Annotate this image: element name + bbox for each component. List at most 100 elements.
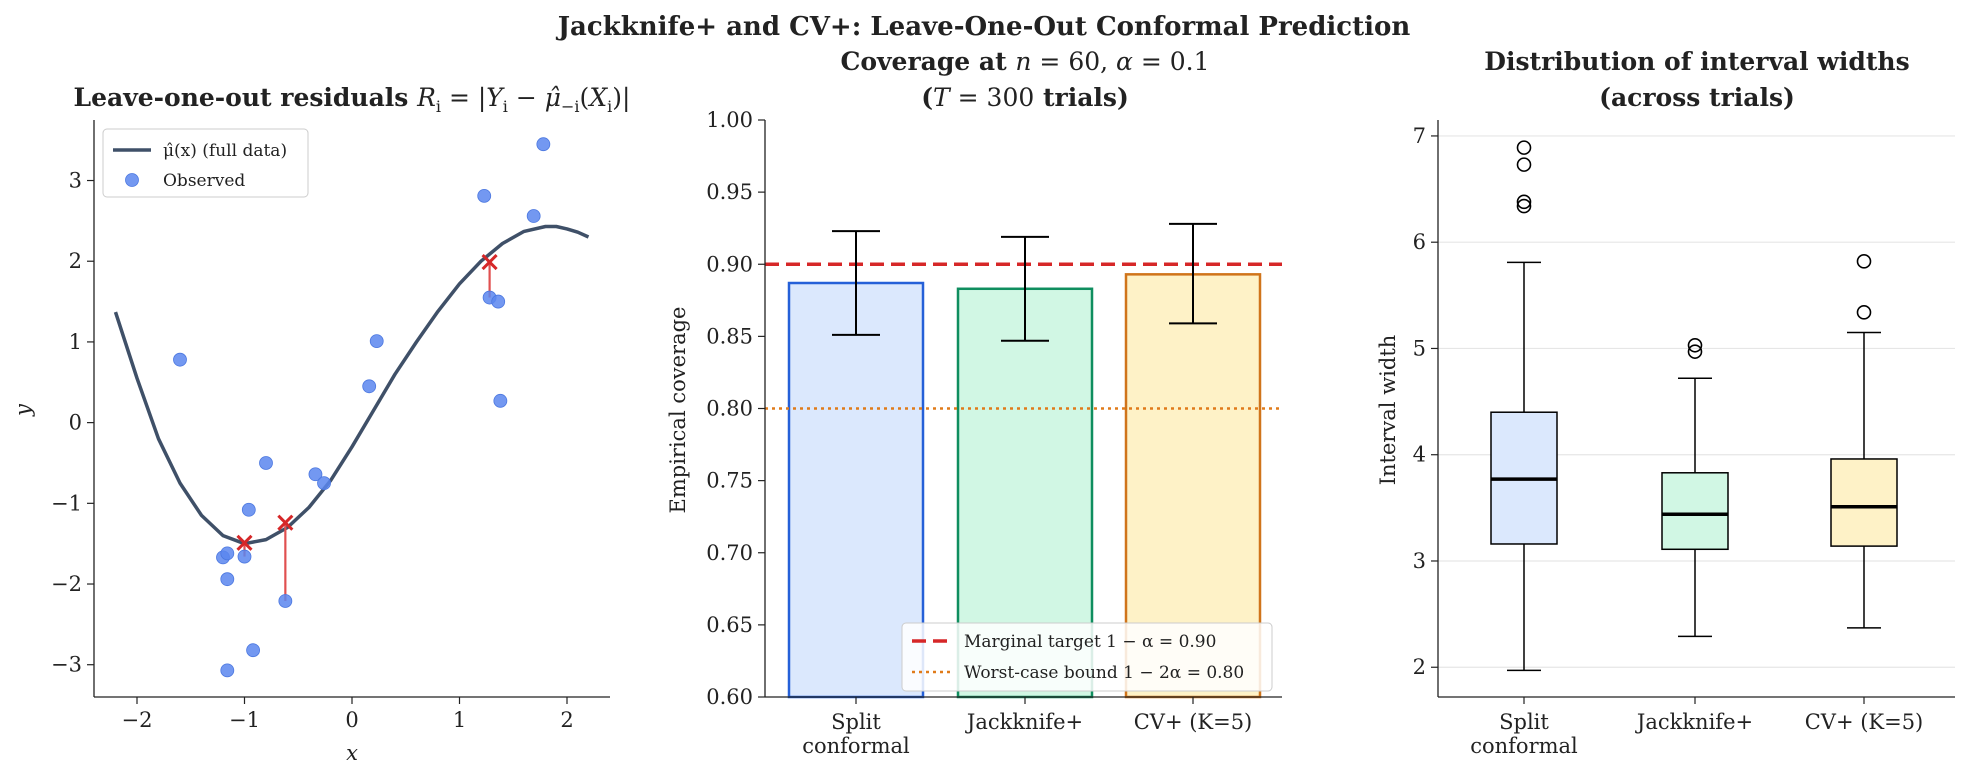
residuals-y-tick-label: 2 (69, 249, 82, 273)
observed-point (477, 188, 492, 203)
coverage-error-bar (1001, 235, 1049, 342)
loo-marker-stroke (277, 514, 294, 531)
coverage-y-tick-label: 0.85 (706, 324, 753, 348)
coverage-category-label: conformal (802, 734, 910, 758)
widths-y-tick-label: 7 (1413, 124, 1426, 148)
widths-category-label: conformal (1470, 734, 1578, 758)
legend-frame (102, 128, 309, 198)
coverage-bar (787, 281, 925, 699)
observed-point (493, 393, 508, 408)
widths-title-line2: (across trials) (1599, 83, 1795, 112)
coverage-category-label: CV+ (K=5) (1134, 710, 1253, 734)
widths-category-label: Split (1499, 710, 1549, 734)
observed-point (241, 502, 256, 517)
coverage-y-tick-label: 0.65 (706, 613, 753, 637)
residuals-legend: μ̂(x) (full data) Observed (102, 128, 309, 198)
coverage-panel: Coverage at n = 60, α = 0.1 (T = 300 tri… (666, 47, 1282, 758)
box-outlier (1516, 198, 1532, 214)
box-outlier (1687, 344, 1703, 359)
observed-point (220, 546, 235, 561)
coverage-y-tick-label: 0.75 (706, 469, 753, 493)
residuals-ylabel: y (11, 403, 35, 417)
observed-point (362, 379, 377, 394)
legend-label-points: Observed (163, 171, 245, 191)
residuals-x-tick-label: 2 (560, 708, 573, 732)
widths-y-tick-label: 6 (1413, 230, 1426, 254)
coverage-legend: Marginal target 1 − α = 0.90 Worst-case b… (901, 622, 1273, 692)
box-outlier (1856, 254, 1872, 269)
coverage-y-tick-label: 0.60 (706, 685, 753, 709)
observed-point (173, 352, 187, 367)
residuals-y-tick-label: 1 (69, 330, 82, 354)
coverage-y-tick-label: 0.90 (706, 252, 753, 276)
width-box (1661, 337, 1729, 638)
coverage-y-tick-label: 1.00 (706, 108, 753, 132)
residuals-y-tick-label: 0 (69, 411, 82, 435)
residuals-y-tick-label: −1 (51, 491, 82, 515)
coverage-title-line1: Coverage at n = 60, α = 0.1 (840, 47, 1209, 76)
observed-point (259, 456, 273, 470)
residuals-x-tick-label: 1 (453, 708, 466, 732)
legend-label-curve: μ̂(x) (full data) (163, 141, 287, 161)
coverage-error-bar (832, 230, 880, 336)
legend-label-bound: Worst-case bound 1 − 2α = 0.80 (964, 663, 1244, 683)
residuals-x-tick-label: 0 (345, 708, 358, 732)
coverage-category-label: Jackknife+ (965, 710, 1083, 734)
coverage-y-tick-label: 0.80 (706, 397, 753, 421)
box-iqr (1830, 458, 1898, 547)
loo-marker-stroke (236, 534, 253, 551)
residuals-x-tick-label: −1 (229, 708, 260, 732)
residuals-y-tick-label: 3 (69, 169, 82, 193)
widths-ylabel: Interval width (1376, 335, 1400, 486)
widths-y-tick-label: 4 (1413, 443, 1426, 467)
observed-point (246, 643, 261, 658)
residuals-xlabel: x (346, 741, 358, 765)
observed-point (237, 549, 252, 564)
box-outlier (1516, 140, 1532, 155)
loo-prediction-marker (277, 514, 294, 531)
widths-y-tick-label: 5 (1413, 336, 1426, 360)
widths-category-label: Jackknife+ (1635, 710, 1753, 734)
box-iqr (1661, 472, 1729, 551)
width-box (1490, 140, 1558, 672)
coverage-category-label: Split (831, 710, 881, 734)
legend-point-swatch (125, 173, 139, 187)
box-outlier (1516, 194, 1532, 210)
residuals-x-tick-label: −2 (122, 708, 153, 732)
observed-point (536, 137, 551, 152)
legend-frame (901, 622, 1273, 692)
box-outlier (1856, 305, 1872, 320)
observed-point (369, 334, 384, 349)
coverage-ylabel: Empirical coverage (666, 307, 690, 514)
widths-y-tick-label: 2 (1413, 655, 1426, 679)
fitted-curve (113, 224, 590, 546)
observed-point (278, 594, 293, 608)
widths-y-tick-label: 3 (1413, 549, 1426, 573)
widths-panel: Distribution of interval widths (across … (1376, 47, 1955, 758)
loo-marker-stroke (481, 253, 498, 271)
coverage-y-tick-label: 0.95 (706, 180, 753, 204)
widths-category-label: CV+ (K=5) (1805, 710, 1924, 734)
loo-prediction-marker (236, 534, 253, 551)
observed-point (526, 209, 541, 223)
residuals-y-tick-label: −2 (51, 572, 82, 596)
loo-prediction-marker (481, 253, 498, 271)
observed-point (317, 476, 331, 491)
coverage-title-line2: (T = 300 trials) (921, 83, 1129, 112)
observed-point (220, 572, 235, 587)
box-outlier (1516, 157, 1532, 172)
residuals-y-tick-label: −3 (51, 653, 82, 677)
observed-point (308, 467, 323, 482)
coverage-error-bar (1169, 222, 1217, 325)
coverage-y-tick-label: 0.70 (706, 541, 753, 565)
observed-point (491, 294, 506, 309)
width-box (1830, 254, 1898, 629)
observed-point (220, 663, 235, 678)
figure-suptitle: Jackknife+ and CV+: Leave-One-Out Confor… (556, 12, 1411, 42)
box-outlier (1687, 337, 1703, 353)
residuals-panel: Leave-one-out residuals Ri = |Yi − μ̂−i(… (11, 83, 630, 765)
widths-title-line1: Distribution of interval widths (1484, 47, 1909, 76)
residuals-title: Leave-one-out residuals Ri = |Yi − μ̂−i(… (74, 83, 631, 116)
legend-label-target: Marginal target 1 − α = 0.90 (964, 632, 1216, 652)
